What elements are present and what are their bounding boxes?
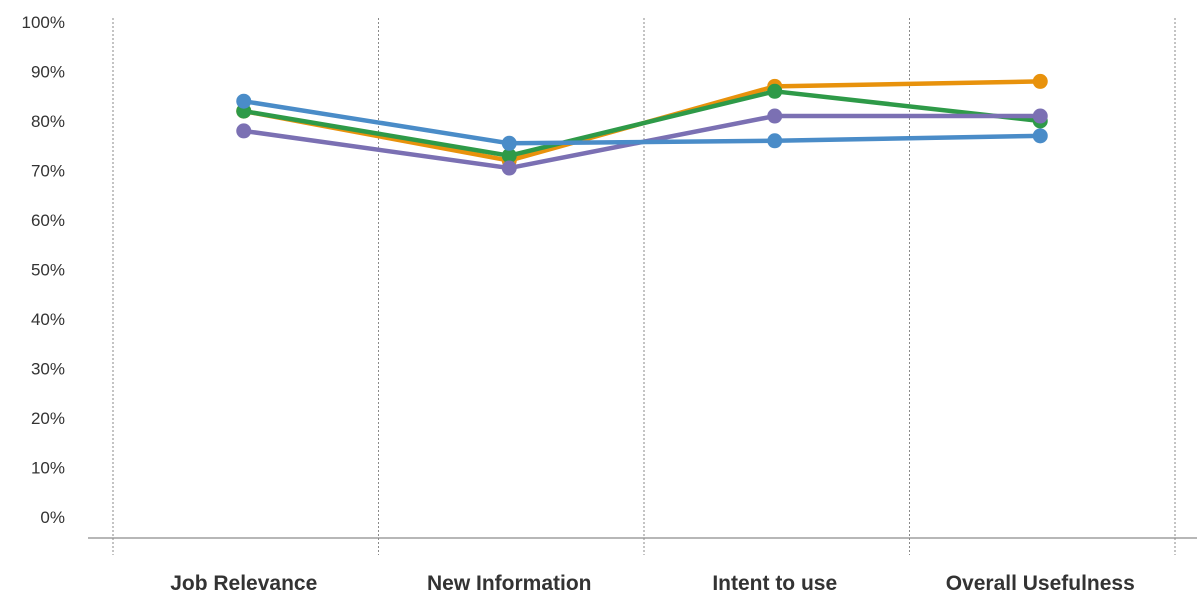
series-line <box>241 98 1043 146</box>
data-point <box>501 135 517 151</box>
label-layer: 0% 10% 20% 30% 40% 50% 60% 70% 80% 90% 100% Job Rel… <box>22 13 1135 595</box>
y-tick-label: 90% <box>31 63 65 82</box>
y-tick-label: 60% <box>31 211 65 230</box>
y-tick-label: 20% <box>31 409 65 428</box>
y-tick-label: 50% <box>31 261 65 280</box>
grid-layer <box>112 18 1176 555</box>
x-tick-label: Intent to use <box>712 572 837 595</box>
data-point <box>767 83 783 99</box>
data-point <box>236 123 252 139</box>
series-2 <box>236 83 1048 164</box>
y-tick-label: 30% <box>31 360 65 379</box>
data-point <box>767 108 783 124</box>
x-tick-label: Job Relevance <box>170 572 317 595</box>
y-tick-label: 40% <box>31 310 65 329</box>
x-tick-label: Overall Usefulness <box>946 572 1135 595</box>
series-line <box>241 89 1043 158</box>
data-point <box>1032 128 1048 144</box>
data-point <box>501 148 517 164</box>
y-tick-label: 80% <box>31 112 65 131</box>
data-point <box>767 133 783 149</box>
series-layer <box>236 73 1048 176</box>
y-tick-label: 100% <box>22 13 65 32</box>
data-point <box>1032 108 1048 124</box>
x-tick-label: New Information <box>427 572 592 595</box>
y-tick-label: 70% <box>31 162 65 181</box>
y-tick-label: 0% <box>40 508 65 527</box>
data-point <box>501 160 517 176</box>
data-point <box>236 93 252 109</box>
y-tick-label: 10% <box>31 459 65 478</box>
series-4 <box>236 93 1048 151</box>
data-point <box>1032 73 1048 89</box>
